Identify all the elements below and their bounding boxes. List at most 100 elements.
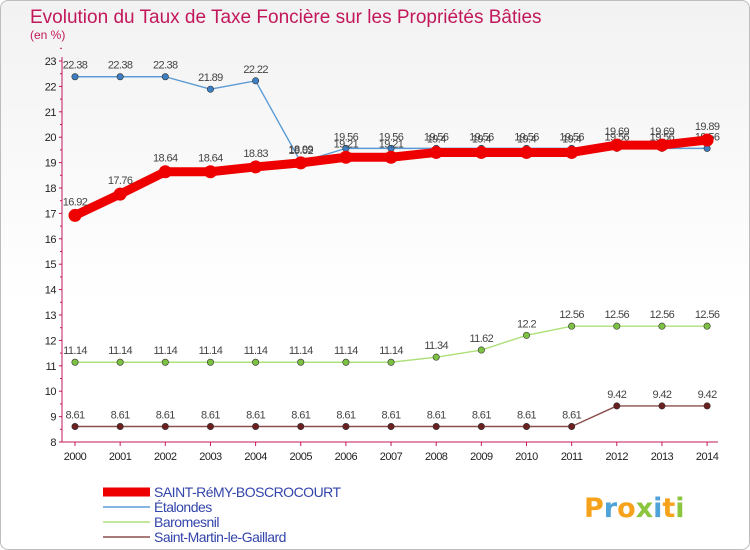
data-point: [610, 138, 624, 152]
data-label: 19.4: [472, 133, 491, 145]
data-point: [203, 165, 217, 179]
data-label: 22.38: [153, 60, 178, 72]
data-point: [161, 73, 169, 81]
x-tick-label: 2009: [470, 451, 493, 463]
y-tick-label: 15: [45, 259, 57, 271]
data-point: [429, 145, 443, 159]
x-tick-label: 2011: [561, 451, 583, 463]
logo-letter: i: [653, 493, 662, 524]
data-point: [297, 423, 305, 431]
data-label: 8.61: [111, 410, 130, 422]
data-label: 22.38: [63, 60, 88, 72]
data-label: 19.56: [379, 131, 404, 143]
data-label: 9.42: [607, 389, 626, 401]
data-point: [568, 322, 576, 330]
data-label: 12.56: [695, 309, 720, 321]
unit-label: (en %): [30, 28, 65, 42]
data-point: [297, 358, 305, 366]
data-point: [206, 423, 214, 431]
data-point: [387, 423, 395, 431]
data-label: 12.2: [517, 318, 536, 330]
series-saint-martin-le-gaillard: 8.61 8.61 8.61 8.61 8.61 8.61 8.61 8.61 8.61 8.61…: [65, 389, 718, 431]
legend-item: Saint-Martin-le-Gaillard: [103, 529, 286, 545]
data-label: 19.89: [695, 121, 720, 133]
data-label: 8.61: [156, 410, 175, 422]
data-point: [116, 423, 124, 431]
x-tick-label: 2004: [244, 451, 267, 463]
data-label: 12.56: [650, 309, 675, 321]
x-tick-label: 2000: [64, 451, 87, 463]
data-point: [565, 145, 579, 159]
data-label: 19.21: [379, 138, 404, 150]
data-point: [71, 358, 79, 366]
y-tick-label: 10: [45, 386, 57, 398]
data-label: 19.56: [514, 131, 539, 143]
data-point: [387, 358, 395, 366]
data-label: 11.14: [153, 345, 177, 357]
data-point: [116, 358, 124, 366]
data-label: 11.14: [334, 345, 358, 357]
data-point: [113, 187, 127, 201]
logo-letter: t: [662, 493, 675, 524]
x-tick-label: 2005: [290, 451, 313, 463]
y-tick-label: 11: [46, 361, 57, 373]
x-tick-label: 2003: [199, 451, 222, 463]
data-point: [568, 423, 576, 431]
data-label: 11.14: [379, 345, 403, 357]
x-tick-label: 2008: [425, 451, 448, 463]
data-label: 11.14: [108, 345, 132, 357]
data-label: 8.61: [246, 410, 265, 422]
series-saint-remy-boscrocourt: 16.92 17.76 18.64 18.64 18.83 18.99 19.21 19.21…: [63, 121, 720, 222]
data-point: [384, 150, 398, 164]
legend-item: SAINT-RéMY-BOSCROCOURT: [103, 484, 342, 500]
proxiti-logo: Proxiti: [584, 493, 685, 524]
x-tick-label: 2014: [696, 451, 719, 463]
data-point: [522, 331, 530, 339]
legend-label: Saint-Martin-le-Gaillard: [154, 529, 286, 545]
data-label: 18.64: [198, 153, 223, 165]
data-point: [520, 145, 533, 159]
x-tick-label: 2012: [606, 451, 629, 463]
data-label: 8.61: [336, 410, 355, 422]
data-point: [252, 423, 260, 431]
data-label: 19.56: [559, 131, 584, 143]
data-point: [477, 423, 485, 431]
data-label: 8.61: [472, 410, 491, 422]
logo-letter: r: [604, 493, 618, 524]
data-label: 8.61: [65, 410, 84, 422]
data-label: 18.99: [288, 144, 313, 156]
data-point: [294, 156, 308, 170]
x-tick-label: 2001: [109, 451, 132, 463]
logo-letter: P: [584, 493, 604, 524]
legend-item: Baromesnil: [103, 514, 220, 530]
y-tick-label: 21: [45, 107, 57, 119]
y-tick-label: 20: [45, 132, 57, 144]
data-label: 11.14: [199, 345, 223, 357]
y-tick-label: 8: [50, 437, 56, 449]
data-label: 19.4: [517, 133, 536, 145]
y-tick-label: 19: [45, 158, 57, 170]
data-point: [161, 423, 169, 431]
data-point: [658, 402, 666, 410]
data-label: 8.61: [291, 410, 310, 422]
data-label: 18.83: [243, 148, 268, 160]
legend-label: Baromesnil: [154, 514, 219, 530]
series-etalondes: 22.38 22.38 22.38 21.89 22.22 19.02 19.56 19.56…: [63, 60, 720, 166]
data-label: 11.62: [469, 333, 493, 345]
data-label: 18.64: [153, 153, 178, 165]
data-point: [158, 165, 172, 179]
data-label: 17.76: [108, 175, 133, 187]
data-point: [658, 322, 666, 330]
data-point: [252, 77, 260, 85]
data-point: [655, 138, 669, 152]
data-label: 19.02: [288, 145, 313, 157]
x-tick-label: 2006: [335, 451, 358, 463]
data-point: [206, 358, 214, 366]
data-point: [700, 133, 714, 147]
data-point: [116, 73, 124, 81]
data-label: 11.34: [424, 340, 448, 352]
data-label: 16.92: [63, 196, 88, 208]
legend-item: Étalondes: [103, 499, 213, 515]
logo-letter: o: [617, 493, 636, 524]
data-point: [613, 402, 621, 410]
